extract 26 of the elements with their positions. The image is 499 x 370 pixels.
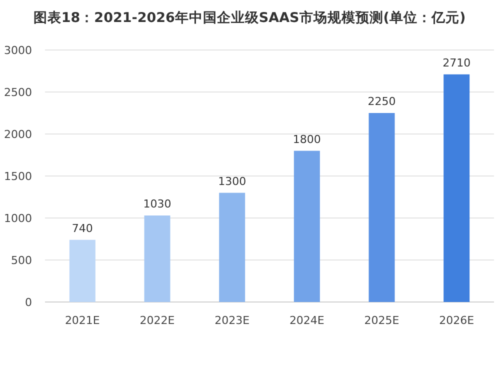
chart-title: 图表18：2021-2026年中国企业级SAAS市场规模预测(单位：亿元) xyxy=(33,9,466,26)
y-tick-label: 2500 xyxy=(4,86,32,99)
y-tick-label: 1500 xyxy=(4,170,32,183)
bar xyxy=(219,192,246,302)
x-tick-label: 2025E xyxy=(364,314,400,327)
x-tick-label: 2024E xyxy=(289,314,324,327)
bar xyxy=(294,150,320,302)
bar xyxy=(368,113,395,302)
y-tick-label: 3000 xyxy=(4,44,32,57)
x-tick-label: 2022E xyxy=(140,314,175,327)
y-tick-label: 0 xyxy=(25,296,32,309)
data-label: 1800 xyxy=(292,132,321,146)
data-label: 1300 xyxy=(218,174,246,188)
data-label: 2710 xyxy=(442,56,471,70)
x-tick-label: 2026E xyxy=(439,314,474,327)
x-tick-label: 2023E xyxy=(214,314,250,327)
bar xyxy=(444,74,470,302)
bar xyxy=(144,215,170,302)
data-label: 2250 xyxy=(368,95,396,108)
data-label: 1030 xyxy=(143,197,172,210)
data-label: 740 xyxy=(72,222,93,235)
y-tick-label: 2000 xyxy=(4,128,32,141)
bar xyxy=(69,240,96,302)
x-tick-label: 2021E xyxy=(64,314,100,327)
y-tick-label: 500 xyxy=(11,254,32,267)
y-tick-label: 1000 xyxy=(4,212,32,225)
